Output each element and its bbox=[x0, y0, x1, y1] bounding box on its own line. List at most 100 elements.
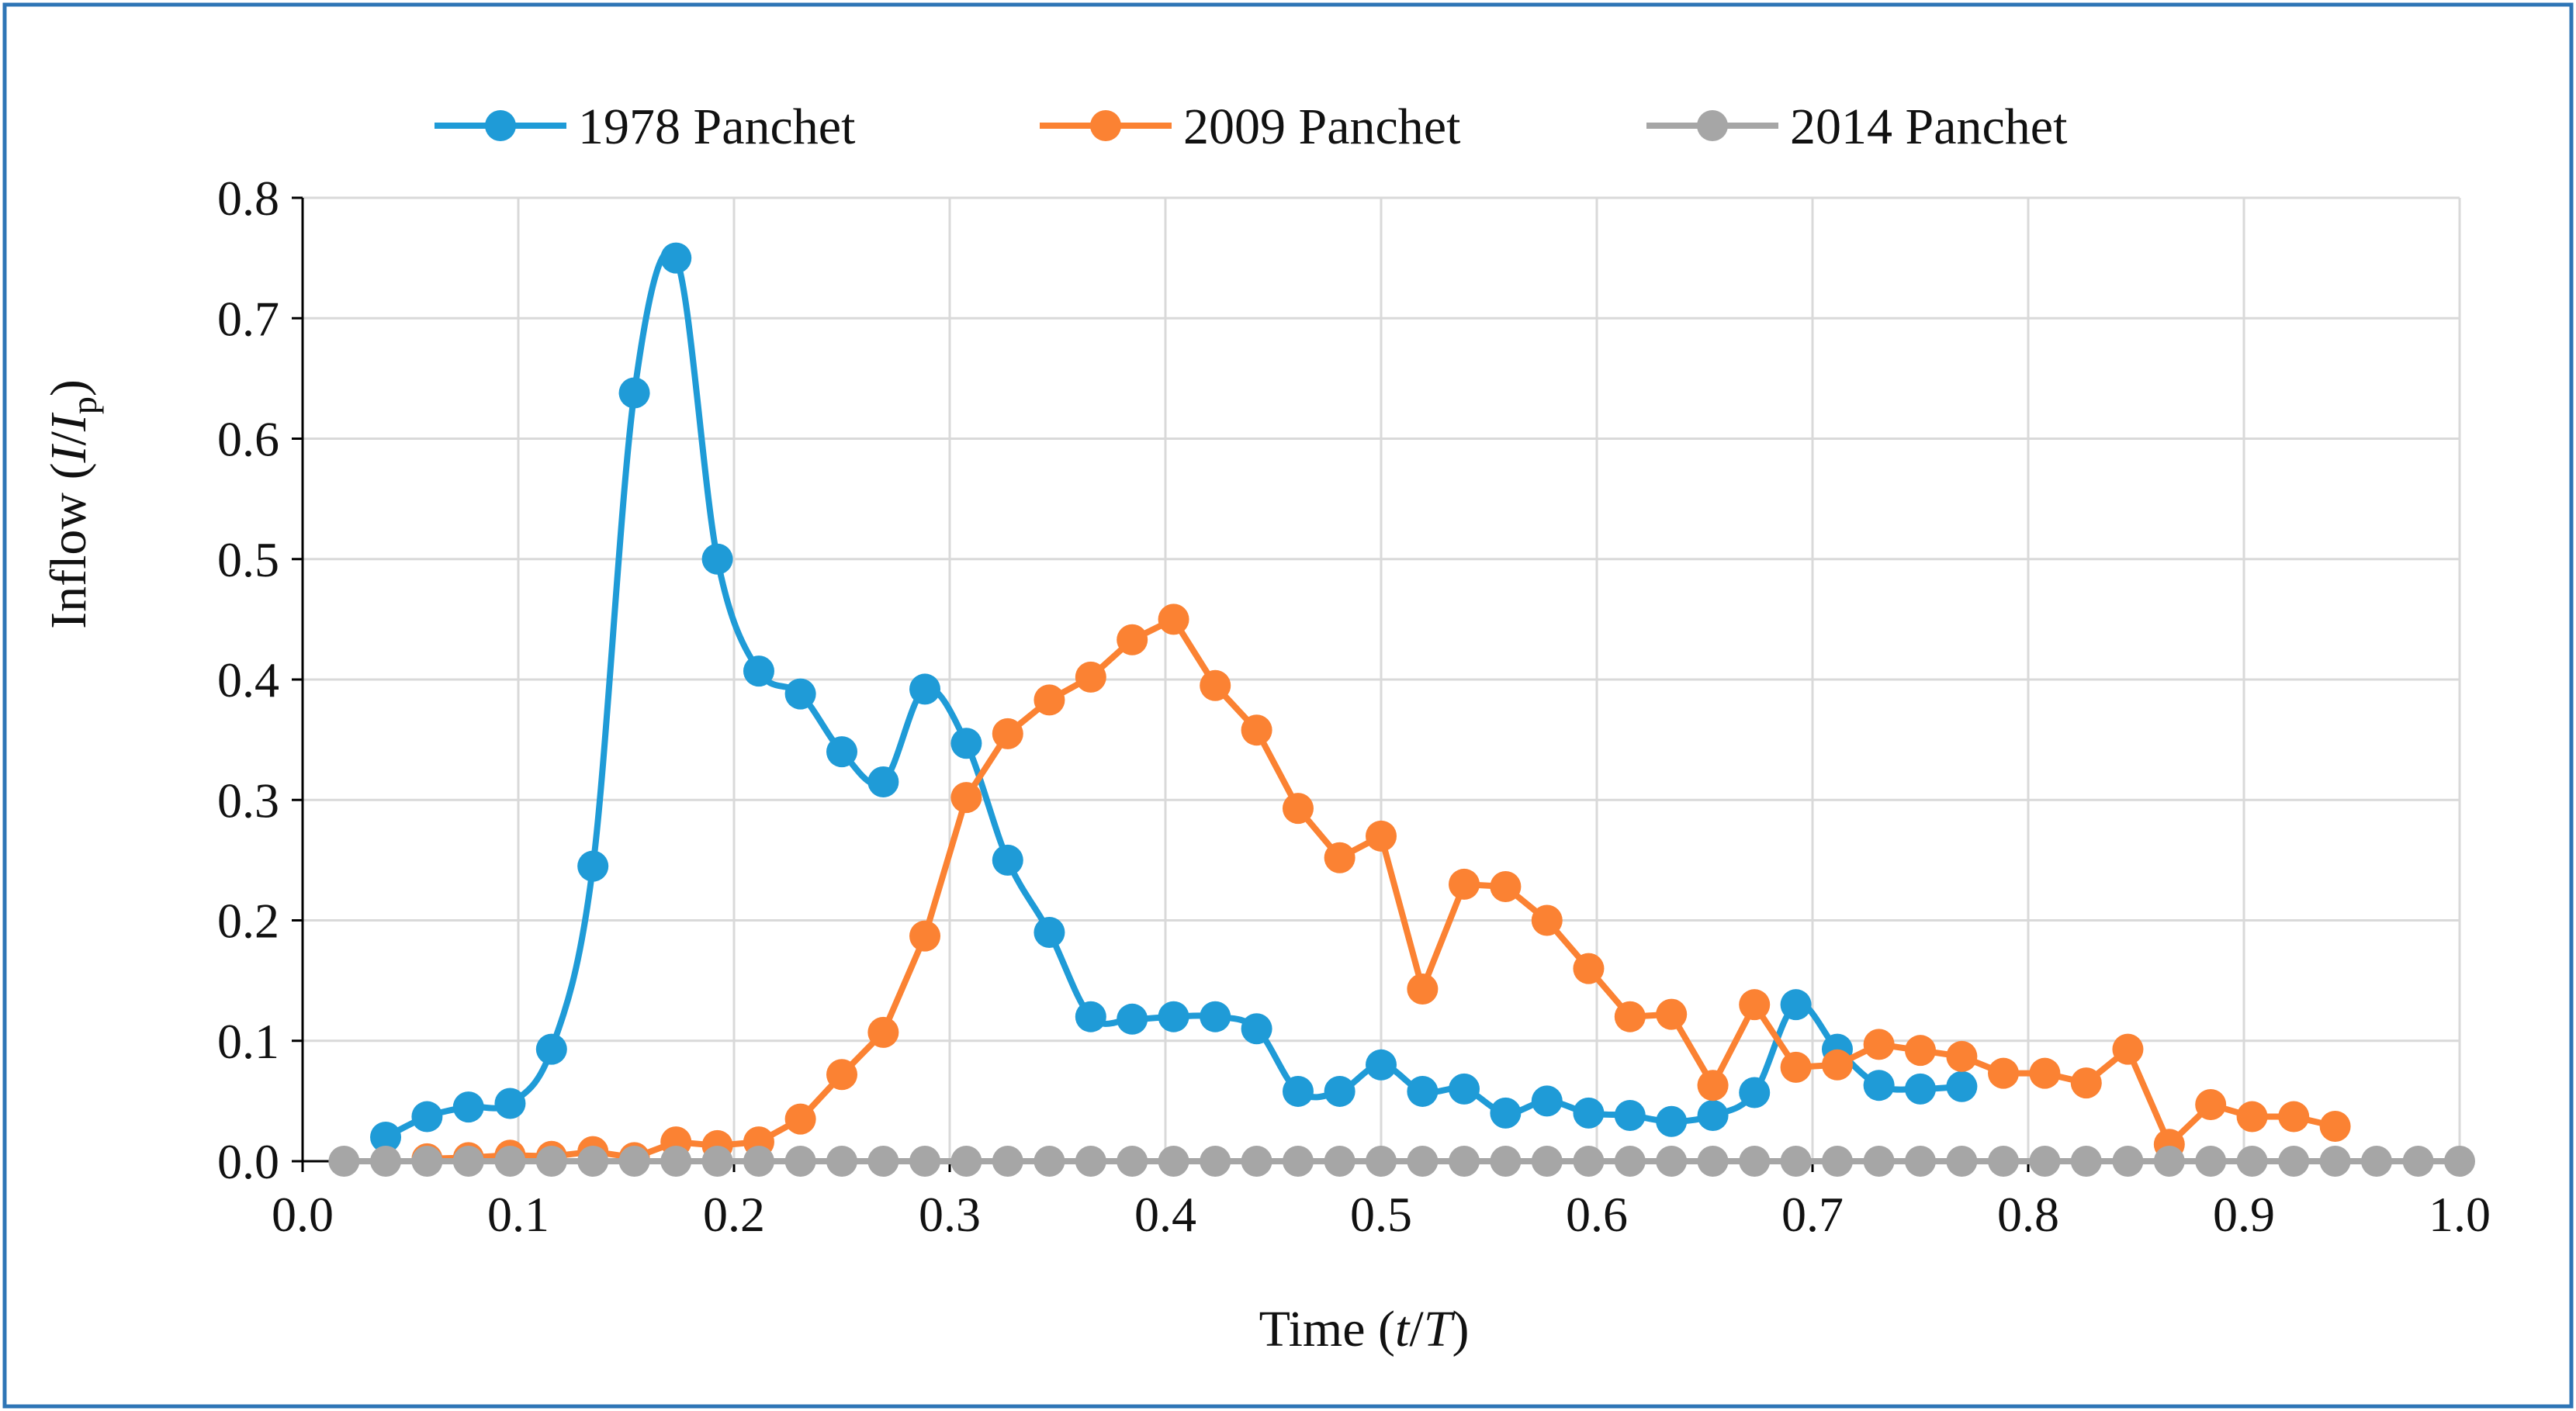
y-axis-label: Inflow (I/Ip) bbox=[40, 379, 104, 629]
data-point bbox=[1946, 1070, 1978, 1102]
legend-label: 1978 Panchet bbox=[578, 99, 855, 155]
data-point bbox=[1780, 989, 1812, 1021]
legend-marker bbox=[1697, 110, 1728, 141]
x-tick-label: 0.2 bbox=[703, 1187, 765, 1242]
x-tick-label: 0.7 bbox=[1781, 1187, 1844, 1242]
data-point bbox=[1366, 1146, 1397, 1177]
data-point bbox=[909, 1146, 941, 1177]
y-axis-label-i: I bbox=[40, 443, 97, 463]
data-point bbox=[1200, 1001, 1231, 1032]
data-point bbox=[1075, 661, 1106, 693]
data-point bbox=[1905, 1073, 1936, 1105]
data-point bbox=[1158, 1001, 1189, 1032]
x-tick-label: 0.6 bbox=[1566, 1187, 1628, 1242]
data-point bbox=[1158, 603, 1189, 635]
data-point bbox=[1034, 917, 1065, 949]
data-point bbox=[743, 1146, 774, 1177]
data-point bbox=[1407, 1146, 1439, 1177]
data-point bbox=[1780, 1146, 1812, 1177]
data-point bbox=[1531, 1085, 1563, 1117]
data-point bbox=[1241, 1146, 1272, 1177]
y-tick-label: 0.7 bbox=[217, 291, 279, 346]
y-axis-label-prefix: Inflow ( bbox=[40, 462, 97, 628]
data-point bbox=[1988, 1057, 2020, 1089]
data-point bbox=[1697, 1146, 1729, 1177]
data-point bbox=[1614, 1001, 1646, 1032]
data-point bbox=[1697, 1100, 1729, 1132]
data-point bbox=[1449, 1146, 1480, 1177]
data-point bbox=[577, 1146, 609, 1177]
x-tick-label: 0.1 bbox=[487, 1187, 549, 1242]
data-point bbox=[2070, 1067, 2102, 1099]
data-point bbox=[1739, 1146, 1771, 1177]
data-point bbox=[1780, 1051, 1812, 1083]
data-point bbox=[1117, 624, 1148, 655]
data-point bbox=[660, 242, 692, 274]
data-point bbox=[1324, 1075, 1356, 1107]
legend-marker bbox=[1090, 110, 1121, 141]
data-point bbox=[2319, 1110, 2351, 1142]
x-axis-label-slash: / bbox=[1409, 1301, 1424, 1357]
y-tick-label: 0.5 bbox=[217, 532, 279, 587]
data-point bbox=[1821, 1049, 1853, 1081]
data-point bbox=[992, 1146, 1023, 1177]
data-point bbox=[2195, 1089, 2227, 1121]
data-point bbox=[2444, 1146, 2475, 1177]
data-point bbox=[535, 1033, 567, 1065]
data-point bbox=[1282, 1075, 1314, 1107]
data-point bbox=[2402, 1146, 2434, 1177]
data-point bbox=[1282, 1146, 1314, 1177]
x-tick-label: 0.5 bbox=[1350, 1187, 1412, 1242]
x-tick-label: 0.8 bbox=[1997, 1187, 2059, 1242]
data-point bbox=[328, 1146, 360, 1177]
data-point bbox=[1324, 842, 1356, 873]
data-point bbox=[1241, 1013, 1272, 1045]
y-axis-label-ip: I bbox=[40, 412, 97, 432]
data-point bbox=[1366, 1049, 1397, 1081]
data-point bbox=[1988, 1146, 2020, 1177]
x-axis-label-t: t bbox=[1395, 1301, 1411, 1357]
x-axis-label-suffix: ) bbox=[1452, 1301, 1469, 1357]
data-point bbox=[2029, 1057, 2061, 1089]
data-point bbox=[701, 543, 733, 575]
data-point bbox=[826, 1146, 857, 1177]
data-point bbox=[867, 766, 899, 797]
legend: 1978 Panchet 2009 Panchet 2014 Panchet bbox=[435, 99, 2067, 155]
data-point bbox=[2070, 1146, 2102, 1177]
y-axis-label-slash: / bbox=[40, 431, 97, 445]
data-point bbox=[618, 1146, 650, 1177]
data-point bbox=[1656, 1146, 1688, 1177]
data-point bbox=[1490, 1146, 1522, 1177]
data-point bbox=[1573, 1146, 1605, 1177]
y-tick-label: 0.2 bbox=[217, 894, 279, 949]
data-point bbox=[1490, 1097, 1522, 1129]
data-point bbox=[2278, 1101, 2310, 1133]
y-tick-label: 0.4 bbox=[217, 652, 279, 707]
y-tick-label: 0.8 bbox=[217, 171, 279, 226]
legend-item: 2014 Panchet bbox=[1646, 99, 2067, 155]
data-point bbox=[743, 655, 774, 687]
data-point bbox=[1366, 820, 1397, 852]
x-tick-labels: 0.0 0.1 0.2 0.3 0.4 0.5 0.6 0.7 0.8 0.9 1.0 bbox=[272, 1187, 2491, 1242]
data-point bbox=[826, 736, 857, 768]
data-point bbox=[784, 1146, 816, 1177]
y-axis-label-suffix: ) bbox=[40, 379, 97, 396]
data-point bbox=[701, 1146, 733, 1177]
data-point bbox=[1241, 714, 1272, 746]
data-point bbox=[1531, 904, 1563, 936]
data-point bbox=[411, 1101, 443, 1133]
data-point bbox=[1490, 871, 1522, 903]
data-point bbox=[992, 718, 1023, 749]
data-point bbox=[1863, 1029, 1895, 1060]
data-point bbox=[2195, 1146, 2227, 1177]
legend-marker bbox=[485, 110, 516, 141]
data-point bbox=[1946, 1040, 1978, 1072]
data-point bbox=[1905, 1035, 1936, 1067]
data-point bbox=[2112, 1146, 2144, 1177]
data-point bbox=[1863, 1146, 1895, 1177]
data-point bbox=[909, 920, 941, 952]
y-tick-label: 0.6 bbox=[217, 412, 279, 467]
data-point bbox=[2236, 1101, 2268, 1133]
data-point bbox=[494, 1146, 526, 1177]
